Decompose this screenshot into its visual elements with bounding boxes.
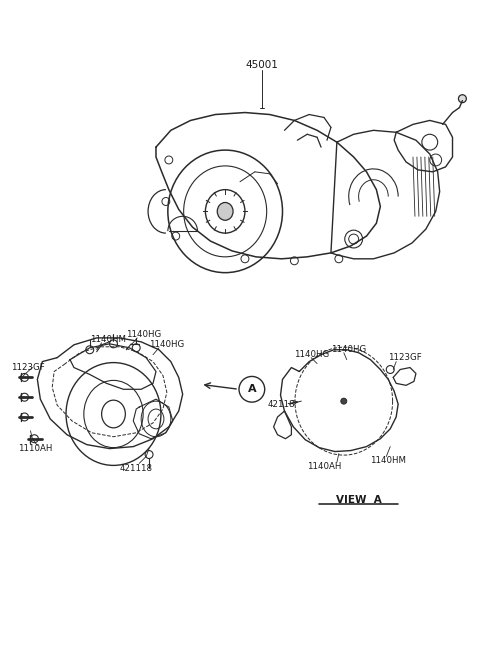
Text: 1140HM: 1140HM: [371, 456, 407, 465]
Ellipse shape: [217, 202, 233, 220]
Text: 1110AH: 1110AH: [18, 444, 52, 453]
Ellipse shape: [458, 95, 467, 102]
Text: VIEW  A: VIEW A: [336, 495, 382, 505]
Ellipse shape: [341, 398, 347, 404]
Text: 1140HG: 1140HG: [126, 330, 162, 340]
Text: 1140AH: 1140AH: [307, 462, 342, 471]
Text: 1140HG: 1140HG: [294, 350, 330, 359]
Text: A: A: [248, 384, 256, 394]
Text: 1140HG: 1140HG: [149, 340, 184, 350]
Text: 45001: 45001: [245, 60, 278, 70]
Text: 1123GF: 1123GF: [388, 353, 422, 362]
Text: 1140HG: 1140HG: [331, 345, 366, 354]
Text: 42118: 42118: [268, 399, 295, 409]
Text: 1123GF: 1123GF: [11, 363, 45, 372]
Text: 421118: 421118: [120, 464, 153, 473]
Text: 1140HM: 1140HM: [90, 335, 126, 344]
